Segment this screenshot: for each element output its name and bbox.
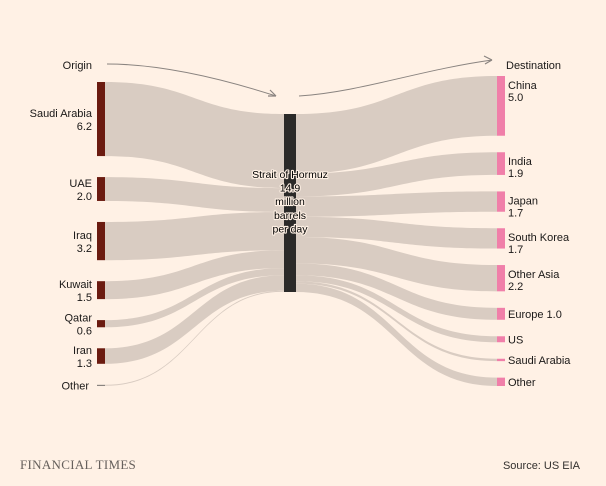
source-label-kuwait: Kuwait 1.5 <box>59 279 92 304</box>
destination-value: 1.7 <box>508 244 523 256</box>
destination-label-india: India 1.9 <box>508 156 533 180</box>
flow-to-other-asia <box>296 237 497 292</box>
destination-label: Destination <box>506 60 561 72</box>
destination-value: 5.0 <box>508 92 523 104</box>
flow-from-saudi-arabia <box>105 82 284 189</box>
destination-name: China <box>508 80 538 92</box>
source-label-iraq: Iraq 3.2 <box>73 230 92 255</box>
destination-name: Other Asia <box>508 269 560 281</box>
destination-value: 2.2 <box>508 281 523 293</box>
source-label-saudi-arabia: Saudi Arabia 6.2 <box>30 108 93 133</box>
flow-from-kuwait <box>105 250 284 300</box>
destination-name: Japan <box>508 195 538 207</box>
flow-to-south-korea <box>296 216 497 249</box>
flow-to-india <box>296 152 497 197</box>
source-value: 2.0 <box>77 191 92 203</box>
destination-node-saudi-arabia <box>497 358 505 362</box>
destination-name: India <box>508 156 533 168</box>
source-label-other: Other <box>61 380 89 392</box>
hub-label-line: 14.9 <box>280 183 301 195</box>
flow-to-other <box>296 283 497 386</box>
destination-node-other-asia <box>497 265 505 292</box>
flow-from-other <box>105 290 284 386</box>
destination-label-europe: Europe 1.0 <box>508 309 562 321</box>
origin-arrow-line <box>106 63 277 97</box>
flow-from-iraq <box>105 211 284 261</box>
source-node-iraq <box>97 221 105 261</box>
flow-to-us <box>296 275 497 343</box>
destination-arrow-line <box>298 59 493 97</box>
flow-from-uae <box>105 177 284 212</box>
source-label-uae: UAE 2.0 <box>69 178 92 203</box>
source-node-qatar <box>97 320 105 328</box>
origin-arrow-head <box>268 89 277 97</box>
ft-brand-logo: FINANCIAL TIMES <box>20 457 136 472</box>
destination-node-japan <box>497 191 505 212</box>
hub-label-line: Strait of Hormuz <box>252 169 328 181</box>
source-value: 1.3 <box>77 358 92 370</box>
flow-from-qatar <box>105 268 284 328</box>
hub-label-line: barrels <box>274 210 306 222</box>
source-name: Kuwait <box>59 279 92 291</box>
destination-label-us: US <box>508 334 523 346</box>
destination-node-south-korea <box>497 228 505 249</box>
destination-header: Destination <box>298 55 561 97</box>
flow-bands <box>105 76 497 386</box>
source-value: 6.2 <box>77 121 92 133</box>
source-value: 0.6 <box>77 326 92 338</box>
destination-node-us <box>497 336 505 343</box>
destination-node-china <box>497 76 505 136</box>
source-label-qatar: Qatar 0.6 <box>64 313 92 338</box>
origin-header: Origin <box>63 60 277 97</box>
destination-label-south-korea: South Korea 1.7 <box>508 232 570 256</box>
nodes <box>97 76 505 387</box>
source-node-kuwait <box>97 281 105 300</box>
source-label-iran: Iran 1.3 <box>73 345 92 370</box>
flow-to-europe <box>296 263 497 320</box>
hub-label-line: per day <box>272 223 308 235</box>
destination-label-other-asia: Other Asia 2.2 <box>508 269 560 293</box>
destination-node-other <box>497 377 505 386</box>
source-node-saudi-arabia <box>97 82 105 157</box>
destination-name: South Korea <box>508 232 570 244</box>
destination-value: 1.9 <box>508 168 523 180</box>
strait-of-hormuz-hub-node <box>284 114 296 292</box>
flow-to-japan <box>296 191 497 217</box>
source-name: Iraq <box>73 230 92 242</box>
destination-label-japan: Japan 1.7 <box>508 195 538 219</box>
source-name: UAE <box>69 178 92 190</box>
flow-to-china <box>296 76 497 174</box>
destination-node-europe <box>497 307 505 320</box>
source-value: 1.5 <box>77 292 92 304</box>
destination-arrow-head <box>483 55 493 65</box>
source-name: Iran <box>73 345 92 357</box>
source-name: Qatar <box>64 313 92 325</box>
destination-label-china: China 5.0 <box>508 80 538 104</box>
flow-from-iran <box>105 275 284 364</box>
source-node-other <box>97 384 105 387</box>
destination-label-other: Other <box>508 377 536 389</box>
destination-value: 1.7 <box>508 207 523 219</box>
source-note: Source: US EIA <box>503 460 581 472</box>
source-value: 3.2 <box>77 243 92 255</box>
source-node-iran <box>97 348 105 364</box>
flow-to-saudi-arabia <box>296 281 497 362</box>
destination-node-india <box>497 152 505 175</box>
hub-label-line: million <box>275 196 305 208</box>
destination-label-saudi-arabia: Saudi Arabia <box>508 355 571 367</box>
source-node-uae <box>97 177 105 201</box>
source-name: Saudi Arabia <box>30 108 93 120</box>
origin-label: Origin <box>63 60 92 72</box>
